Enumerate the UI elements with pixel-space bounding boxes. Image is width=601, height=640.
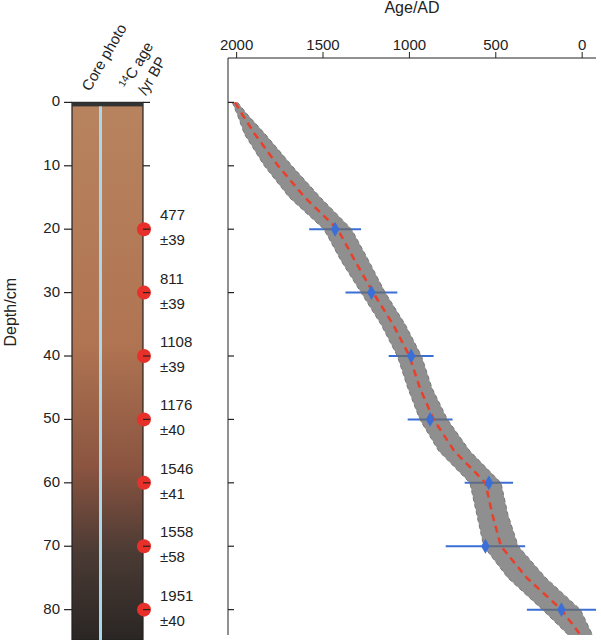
svg-text:±40: ±40 bbox=[160, 612, 185, 629]
svg-text:1558: 1558 bbox=[160, 523, 193, 540]
svg-text:30: 30 bbox=[43, 283, 60, 300]
svg-text:±39: ±39 bbox=[160, 295, 185, 312]
svg-text:1500: 1500 bbox=[306, 36, 339, 53]
svg-text:811: 811 bbox=[160, 270, 184, 287]
svg-text:2000: 2000 bbox=[220, 36, 253, 53]
svg-text:±39: ±39 bbox=[160, 358, 185, 375]
svg-text:±41: ±41 bbox=[160, 485, 185, 502]
svg-text:/yr BP: /yr BP bbox=[134, 54, 169, 98]
svg-text:±58: ±58 bbox=[160, 548, 185, 565]
svg-text:1108: 1108 bbox=[160, 333, 192, 350]
svg-text:50: 50 bbox=[43, 409, 60, 426]
svg-text:0: 0 bbox=[52, 92, 60, 109]
svg-text:1951: 1951 bbox=[160, 587, 193, 604]
svg-text:10: 10 bbox=[43, 156, 60, 173]
svg-text:1000: 1000 bbox=[393, 36, 426, 53]
svg-text:±40: ±40 bbox=[160, 421, 185, 438]
svg-text:0: 0 bbox=[578, 36, 586, 53]
svg-text:±39: ±39 bbox=[160, 231, 185, 248]
svg-text:477: 477 bbox=[160, 206, 185, 223]
svg-text:60: 60 bbox=[43, 473, 60, 490]
svg-text:70: 70 bbox=[43, 536, 60, 553]
svg-text:Age/AD: Age/AD bbox=[384, 0, 439, 16]
svg-text:1176: 1176 bbox=[160, 396, 192, 413]
svg-text:20: 20 bbox=[43, 219, 60, 236]
svg-text:1546: 1546 bbox=[160, 460, 193, 477]
svg-text:40: 40 bbox=[43, 346, 60, 363]
svg-text:80: 80 bbox=[43, 600, 60, 617]
svg-text:500: 500 bbox=[483, 36, 508, 53]
svg-text:Depth/cm: Depth/cm bbox=[2, 278, 19, 346]
